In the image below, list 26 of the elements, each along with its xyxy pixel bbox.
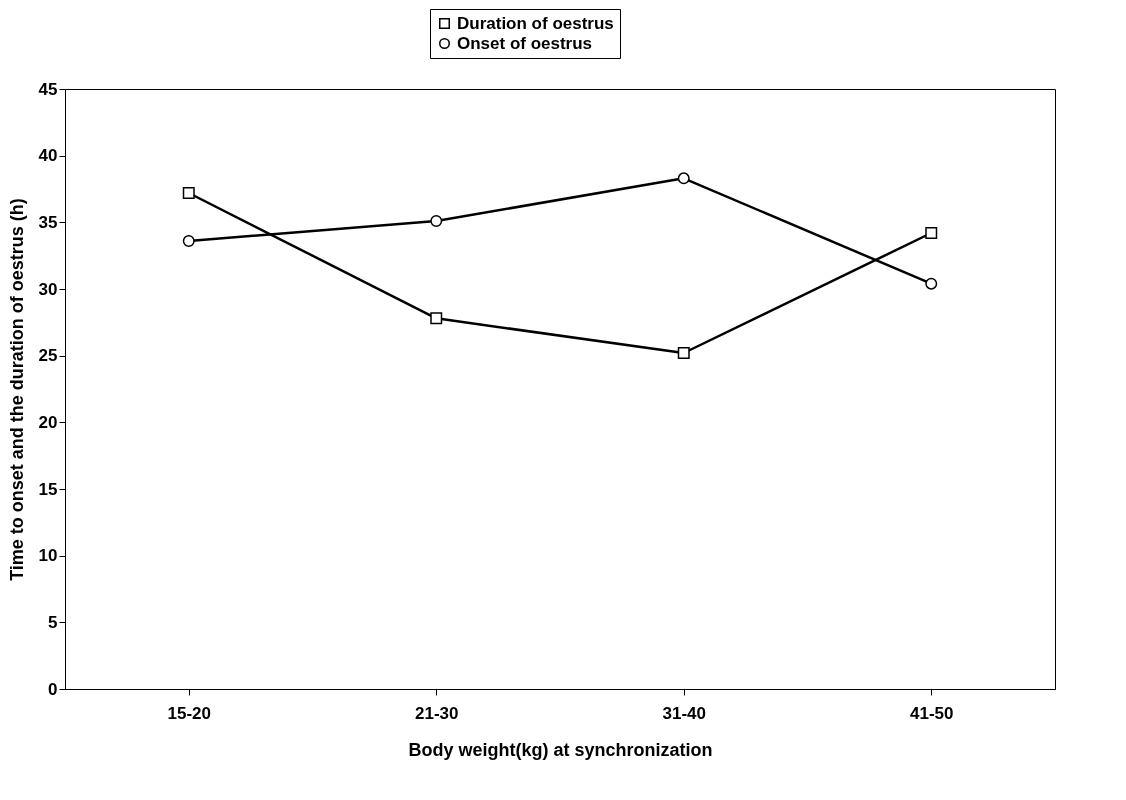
- point: [430, 312, 443, 325]
- y-axis-title: Time to onset and the duration of oestrus (h): [6, 198, 27, 581]
- legend-label: Onset of oestrus: [457, 33, 593, 53]
- y-tick-label: 40: [38, 146, 58, 166]
- legend-label: Duration of oestrus: [457, 13, 614, 33]
- x-tick-label: 21-30: [415, 703, 459, 723]
- y-tick-label: 10: [38, 546, 58, 566]
- y-tick-label: 45: [38, 79, 58, 99]
- x-tick-label: 41-50: [910, 703, 954, 723]
- point: [925, 277, 938, 290]
- point: [182, 235, 195, 247]
- y-tick-label: 15: [38, 479, 58, 499]
- x-tick-label: 15-20: [167, 703, 211, 723]
- y-tick-label: 30: [38, 279, 58, 299]
- x-axis-title: Body weight(kg) at synchronization: [408, 739, 713, 760]
- point: [677, 172, 690, 185]
- y-tick-label: 25: [38, 346, 58, 366]
- point: [430, 215, 443, 227]
- point: [182, 187, 195, 199]
- y-tick-label: 20: [38, 412, 58, 432]
- x-tick-label: 31-40: [662, 703, 706, 723]
- point: [677, 347, 690, 359]
- y-tick-label: 0: [48, 679, 58, 699]
- y-tick-label: 5: [48, 612, 58, 632]
- y-tick-label: 35: [38, 212, 58, 232]
- point: [925, 227, 938, 239]
